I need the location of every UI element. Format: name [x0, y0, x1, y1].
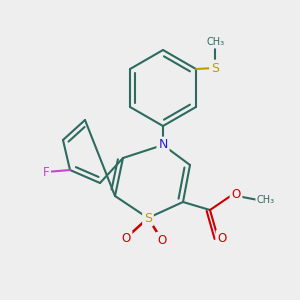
Text: O: O — [158, 233, 166, 247]
Text: F: F — [43, 166, 49, 178]
Text: CH₃: CH₃ — [207, 37, 225, 47]
Text: N: N — [158, 139, 168, 152]
Text: S: S — [211, 61, 219, 74]
Text: O: O — [231, 188, 241, 202]
Text: S: S — [144, 212, 152, 224]
Text: O: O — [122, 232, 130, 244]
Text: CH₃: CH₃ — [257, 195, 275, 205]
Text: O: O — [218, 232, 226, 244]
